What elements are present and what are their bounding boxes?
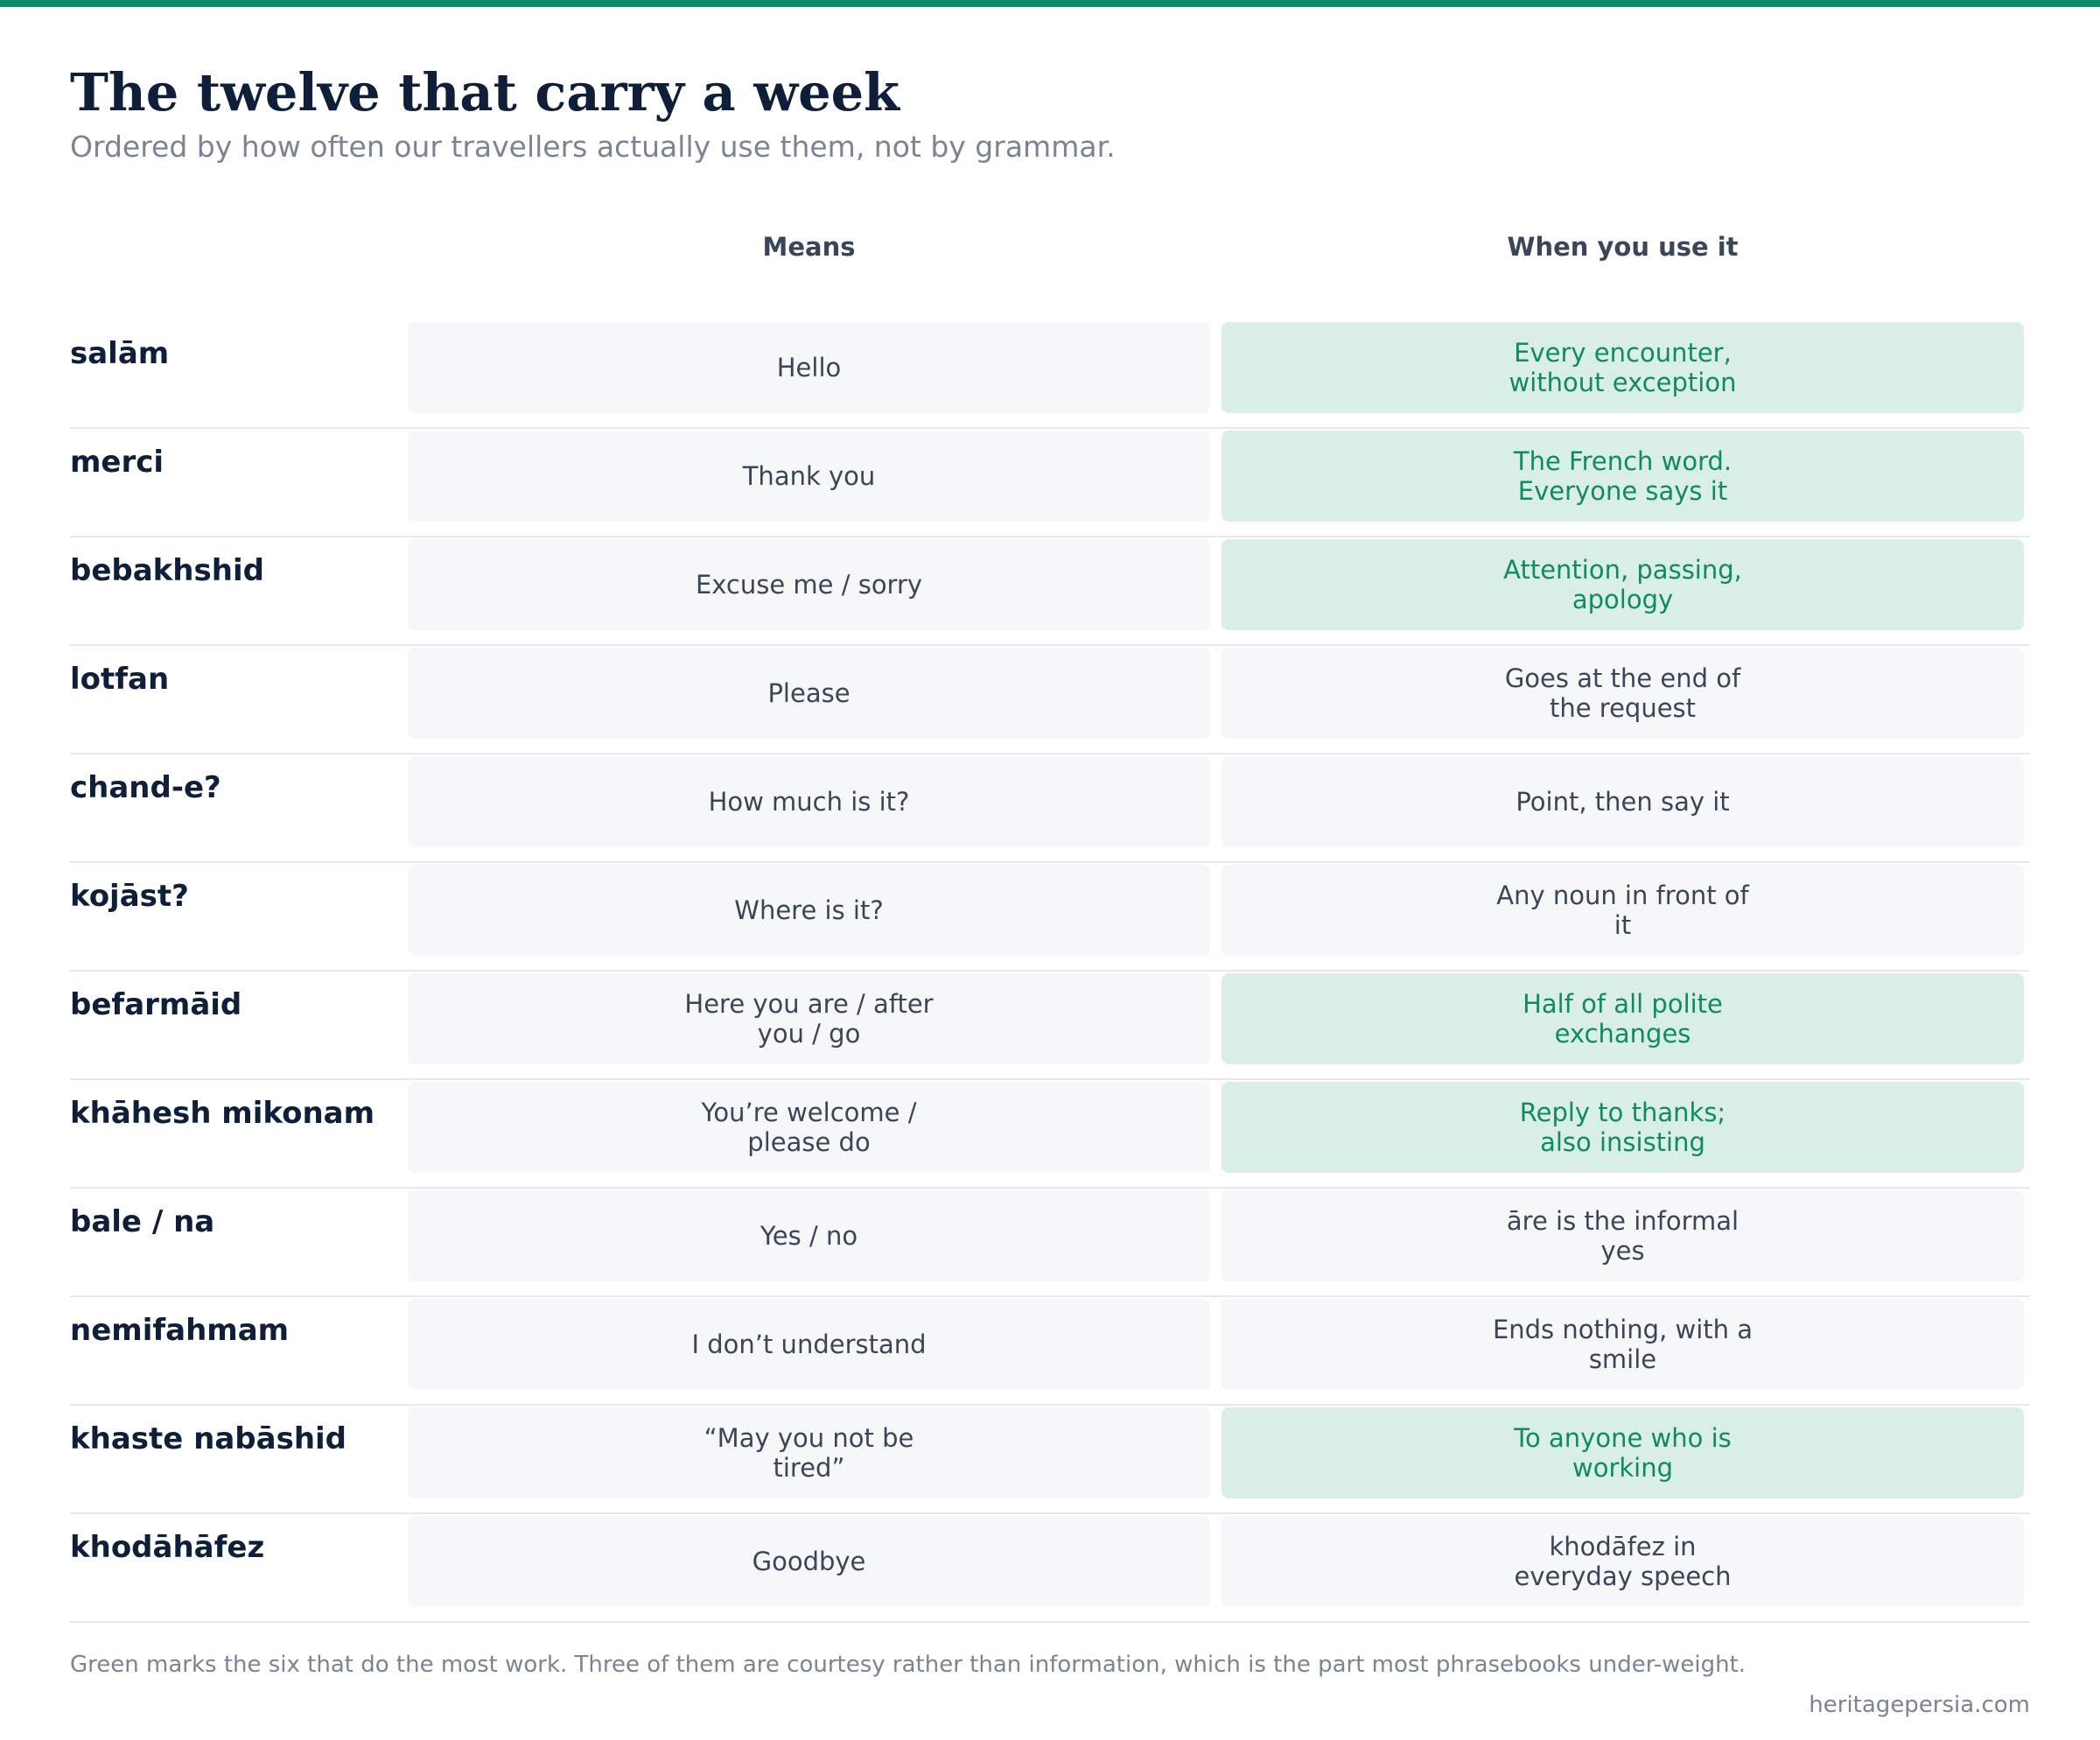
meaning-text: You’re welcome / please do [701,1098,917,1157]
page-title: The twelve that carry a week [70,62,900,123]
meaning-text: Excuse me / sorry [695,570,923,600]
usage-cell: khodāfez in everyday speech [1222,1516,2024,1607]
meaning-cell: Excuse me / sorry [408,539,1210,630]
usage-text: Reply to thanks; also insisting [1519,1098,1726,1157]
meaning-text: Here you are / after you / go [684,989,934,1049]
usage-cell: Reply to thanks; also insisting [1222,1082,2024,1173]
usage-cell: Attention, passing, apology [1222,539,2024,630]
meaning-text: Yes / no [760,1221,858,1251]
meaning-text: “May you not be tired” [704,1423,914,1483]
usage-cell: Ends nothing, with a smile [1222,1299,2024,1390]
meaning-cell: Where is it? [408,865,1210,956]
usage-text: Point, then say it [1516,787,1730,817]
usage-text: āre is the informal yes [1506,1206,1740,1266]
footnote: Green marks the six that do the most wor… [70,1652,1746,1678]
meaning-text: Goodbye [752,1547,866,1576]
table-row: bebakhshid Excuse me / sorry Attention, … [70,537,2030,646]
usage-cell: Every encounter, without exception [1222,322,2024,413]
meaning-cell: How much is it? [408,756,1210,847]
column-header-means: Means [762,232,856,262]
column-header-when: When you use it [1507,232,1739,262]
usage-text: khodāfez in everyday speech [1514,1532,1732,1591]
meaning-cell: I don’t understand [408,1299,1210,1390]
phrase-term: lotfan [70,662,170,697]
phrase-term: chand-e? [70,770,221,805]
meaning-text: How much is it? [708,787,910,817]
table-row: chand-e? How much is it? Point, then say… [70,754,2030,863]
meaning-text: Where is it? [734,895,884,925]
phrase-table: salām Hello Every encounter, without exc… [70,320,2030,1623]
phrase-term: bale / na [70,1204,215,1239]
usage-text: To anyone who is working [1514,1423,1732,1483]
table-row: salām Hello Every encounter, without exc… [70,320,2030,429]
meaning-cell: Please [408,648,1210,739]
usage-text: Attention, passing, apology [1503,555,1742,614]
usage-text: Goes at the end of the request [1504,663,1741,723]
meaning-cell: Here you are / after you / go [408,973,1210,1064]
usage-cell: To anyone who is working [1222,1407,2024,1498]
top-accent-bar [0,0,2100,7]
table-row: khaste nabāshid “May you not be tired” T… [70,1406,2030,1514]
phrase-term: khodāhāfez [70,1530,265,1565]
table-row: nemifahmam I don’t understand Ends nothi… [70,1297,2030,1406]
table-row: khāhesh mikonam You’re welcome / please … [70,1080,2030,1189]
usage-cell: Half of all polite exchanges [1222,973,2024,1064]
meaning-cell: Goodbye [408,1516,1210,1607]
usage-text: Any noun in front of it [1496,881,1749,940]
phrase-term: kojāst? [70,879,189,914]
usage-cell: The French word. Everyone says it [1222,431,2024,522]
phrase-term: nemifahmam [70,1313,290,1348]
meaning-cell: Yes / no [408,1190,1210,1281]
usage-cell: Any noun in front of it [1222,865,2024,956]
meaning-text: Please [767,678,850,708]
phrase-term: merci [70,445,164,480]
source-credit: heritagepersia.com [1809,1692,2030,1718]
phrase-term: khaste nabāshid [70,1421,347,1456]
table-row: bale / na Yes / no āre is the informal y… [70,1189,2030,1297]
usage-text: The French word. Everyone says it [1513,446,1732,506]
meaning-text: Thank you [742,461,876,491]
meaning-cell: Thank you [408,431,1210,522]
phrase-term: befarmāid [70,987,242,1022]
meaning-text: I don’t understand [691,1330,927,1359]
meaning-text: Hello [776,353,842,382]
usage-cell: Goes at the end of the request [1222,648,2024,739]
meaning-cell: “May you not be tired” [408,1407,1210,1498]
usage-text: Ends nothing, with a smile [1492,1315,1754,1374]
usage-text: Half of all polite exchanges [1522,989,1723,1049]
phrase-term: khāhesh mikonam [70,1096,375,1131]
table-row: lotfan Please Goes at the end of the req… [70,646,2030,754]
table-row: khodāhāfez Goodbye khodāfez in everyday … [70,1514,2030,1623]
phrase-term: salām [70,336,170,371]
usage-text: Every encounter, without exception [1508,338,1737,397]
table-row: kojāst? Where is it? Any noun in front o… [70,863,2030,972]
table-row: befarmāid Here you are / after you / go … [70,972,2030,1080]
meaning-cell: Hello [408,322,1210,413]
usage-cell: āre is the informal yes [1222,1190,2024,1281]
meaning-cell: You’re welcome / please do [408,1082,1210,1173]
phrase-term: bebakhshid [70,553,264,588]
usage-cell: Point, then say it [1222,756,2024,847]
page-subtitle: Ordered by how often our travellers actu… [70,130,1116,164]
table-row: merci Thank you The French word. Everyon… [70,429,2030,537]
